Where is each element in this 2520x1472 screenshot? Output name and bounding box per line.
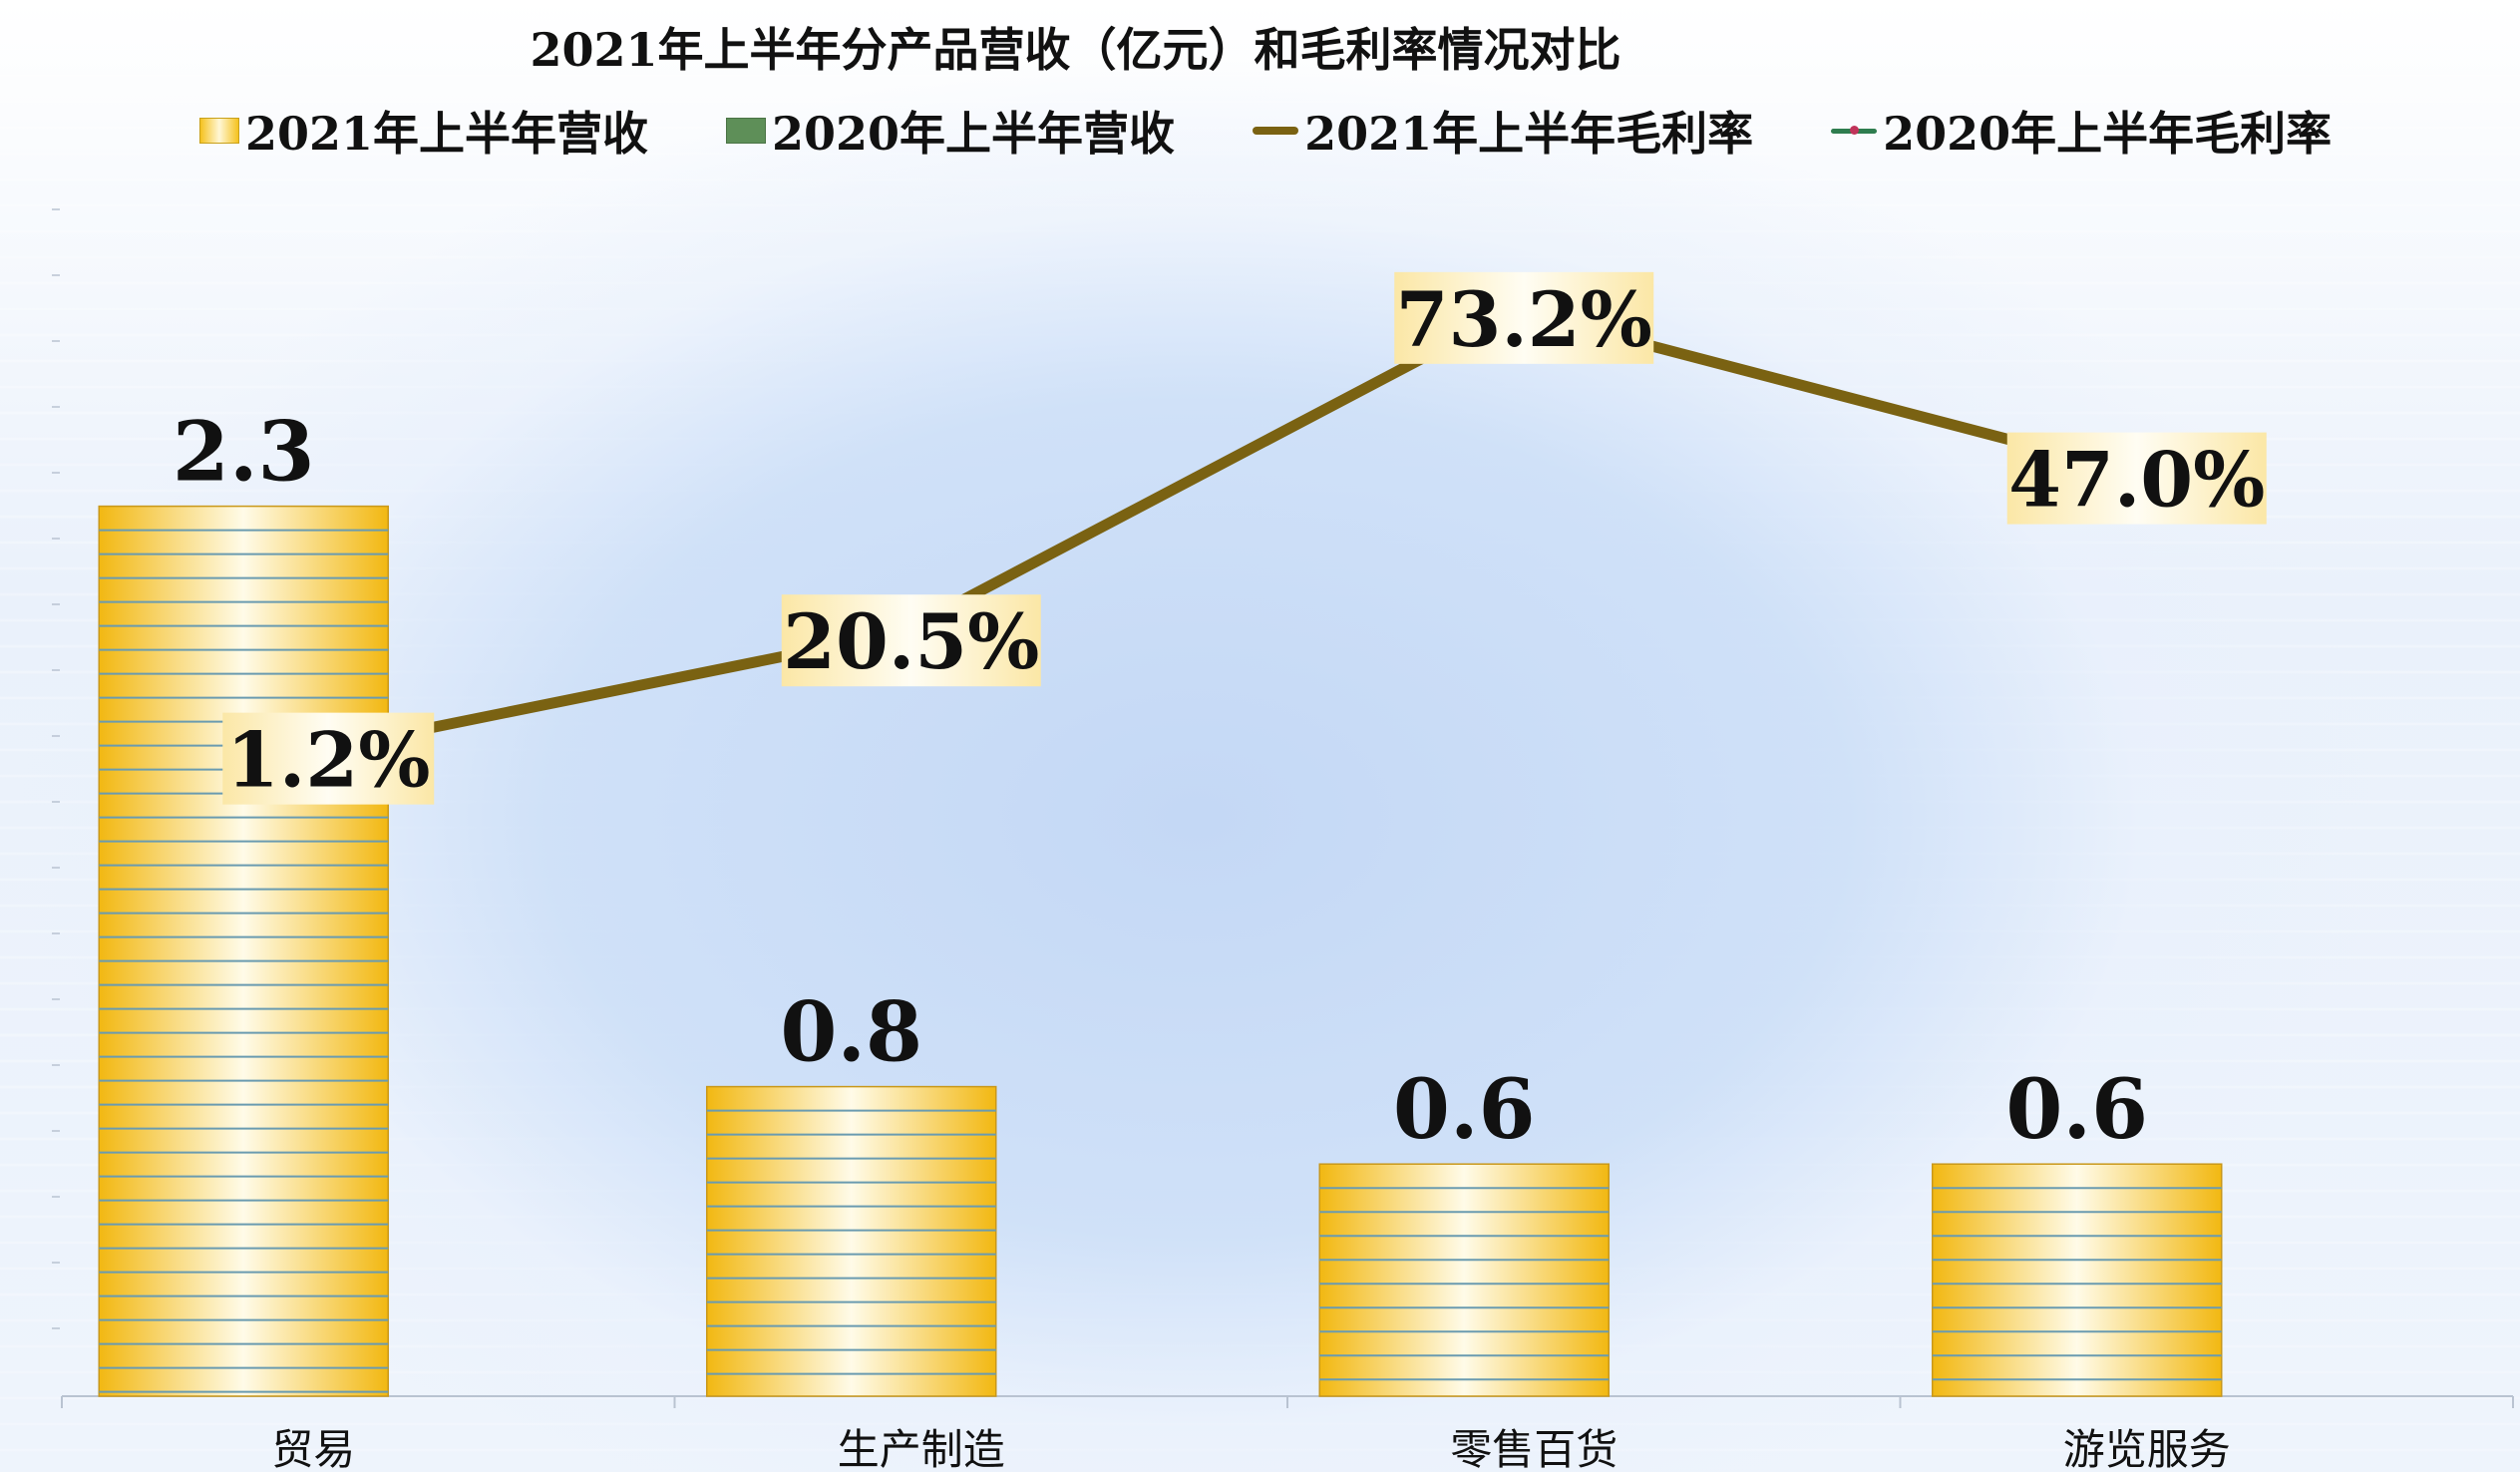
line-data-label-box bbox=[781, 594, 1041, 687]
legend-label-2020-margin: 2020年上半年毛利率 bbox=[1883, 107, 2333, 161]
x-tick-label: 零售百货 bbox=[1450, 1425, 1619, 1472]
legend-item-2020-margin: 2020年上半年毛利率 bbox=[1831, 98, 2332, 164]
bar-data-label: 0.8 bbox=[780, 985, 922, 1081]
line-data-label: 73.2% bbox=[1396, 275, 1652, 364]
chart-title: 2021年上半年分产品营收（亿元）和毛利率情况对比 bbox=[530, 23, 1621, 77]
bar bbox=[1932, 1163, 2223, 1397]
legend-swatch-2021-margin bbox=[1253, 127, 1299, 135]
line-data-label: 47.0% bbox=[2008, 436, 2265, 525]
line-data-label: 1.2% bbox=[226, 716, 430, 805]
line-data-label: 20.5% bbox=[783, 597, 1039, 686]
bar bbox=[1318, 1163, 1610, 1397]
legend-item-2020-revenue: 2020年上半年营收 bbox=[726, 98, 1175, 164]
x-tick-label: 生产制造 bbox=[837, 1425, 1005, 1472]
line-data-label-box bbox=[222, 712, 435, 805]
legend-swatch-2020-margin bbox=[1831, 126, 1878, 135]
line-data-label-box bbox=[2006, 432, 2267, 525]
legend: 2021年上半年营收 2020年上半年营收 2021年上半年毛利率 2020年上… bbox=[199, 96, 2332, 166]
bar-data-label: 0.6 bbox=[1393, 1062, 1536, 1158]
legend-item-2021-margin: 2021年上半年毛利率 bbox=[1253, 98, 1753, 164]
legend-swatch-2020-revenue bbox=[726, 118, 767, 144]
bar-data-label: 2.3 bbox=[173, 405, 315, 501]
bar-data-label: 0.6 bbox=[2005, 1062, 2148, 1158]
x-tick-label: 贸易 bbox=[271, 1425, 356, 1472]
legend-swatch-2021-revenue bbox=[199, 118, 239, 144]
legend-label-2021-margin: 2021年上半年毛利率 bbox=[1304, 107, 1754, 161]
legend-label-2021-revenue: 2021年上半年营收 bbox=[245, 107, 649, 161]
bar bbox=[98, 505, 389, 1397]
line-data-label-box bbox=[1394, 271, 1654, 364]
x-tick-label: 游览服务 bbox=[2062, 1425, 2231, 1472]
bar bbox=[706, 1085, 997, 1397]
legend-item-2021-revenue: 2021年上半年营收 bbox=[199, 98, 648, 164]
legend-label-2020-revenue: 2020年上半年营收 bbox=[772, 107, 1176, 161]
margin-line-2021 bbox=[312, 304, 2133, 757]
